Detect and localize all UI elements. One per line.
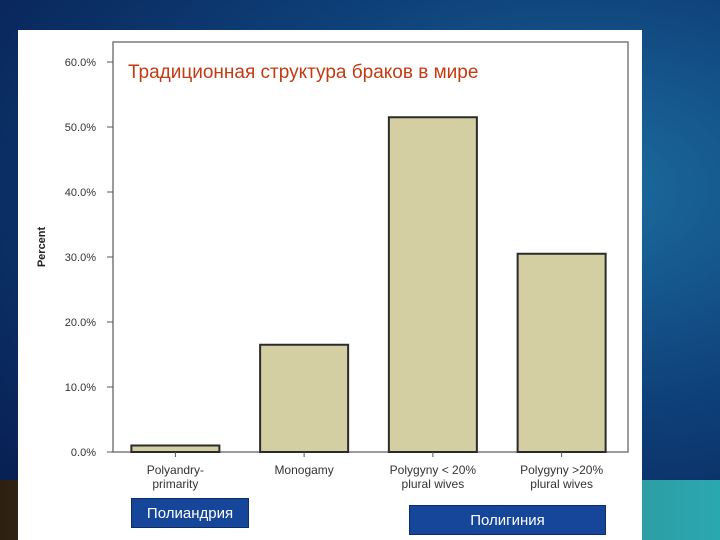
y-axis-label: Percent	[36, 226, 48, 267]
y-axis: 0.0% 10.0% 20.0% 30.0% 40.0% 50.0% 60.0%	[65, 57, 113, 459]
bars	[130, 116, 607, 453]
polyandry-caption-text: Полиандрия	[146, 504, 234, 522]
y-tick-label: 40.0%	[65, 187, 96, 199]
polygyny-caption-text: Полигиния	[470, 511, 545, 529]
y-tick-label: 10.0%	[65, 382, 96, 394]
x-tick-label: Polyandry-primarity	[147, 463, 204, 491]
bar	[130, 444, 221, 453]
plot-border	[112, 41, 629, 453]
x-tick-label: Polygyny < 20% plural wives	[390, 463, 477, 491]
polygyny-caption: Полигиния	[409, 505, 606, 535]
x-tick-label: Monogamy	[274, 463, 333, 477]
bar	[259, 343, 350, 453]
y-tick-label: 20.0%	[65, 317, 96, 329]
bar	[387, 116, 478, 453]
bar	[516, 252, 607, 453]
x-tick-label: Polygyny >20% plural wives	[520, 463, 603, 491]
y-tick-label: 60.0%	[65, 57, 96, 69]
plot-frame	[112, 41, 629, 453]
x-axis-labels: Polyandry-primarity Monogamy Polygyny < 20…	[147, 452, 603, 491]
y-tick-label: 30.0%	[65, 252, 96, 264]
y-tick-label: 50.0%	[65, 122, 96, 134]
chart-title: Традиционная структура браков в мире	[128, 62, 479, 83]
polyandry-caption: Полиандрия	[131, 498, 249, 528]
y-tick-label: 0.0%	[71, 447, 96, 459]
